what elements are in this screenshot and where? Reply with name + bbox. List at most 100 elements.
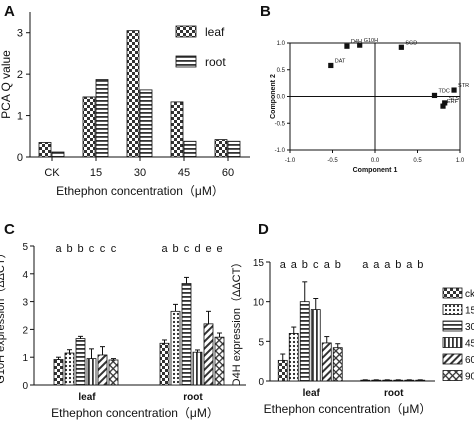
y-tick-label: 10 bbox=[253, 298, 265, 309]
significance-letter: a bbox=[384, 259, 391, 271]
y-tick-label: 2 bbox=[17, 69, 23, 81]
bar-leaf-45 bbox=[170, 101, 184, 158]
x-tick-label: -1.0 bbox=[285, 158, 296, 164]
significance-letter: c bbox=[184, 243, 190, 255]
point-G10H bbox=[357, 42, 363, 48]
significance-letter: e bbox=[205, 243, 211, 255]
bar-root-5 bbox=[415, 379, 426, 382]
point-label-ERF: ERF bbox=[447, 99, 459, 105]
significance-letter: e bbox=[216, 243, 222, 255]
significance-letter: b bbox=[66, 243, 72, 255]
significance-letter: a bbox=[406, 259, 413, 271]
y-tick-label: 4 bbox=[22, 270, 28, 281]
significance-letter: a bbox=[280, 259, 287, 271]
significance-letter: a bbox=[161, 243, 168, 255]
x-tick-label: 60 bbox=[222, 167, 234, 179]
bar-root-3 bbox=[192, 351, 203, 386]
bar-root-4 bbox=[404, 379, 415, 382]
significance-letter: c bbox=[111, 243, 117, 255]
bar-root-45 bbox=[183, 140, 197, 158]
y-tick-label: 3 bbox=[17, 28, 23, 40]
point-ERF bbox=[440, 103, 446, 109]
x-axis-title: Ethephon concentration（μM） bbox=[51, 406, 219, 420]
panel-label-b: B bbox=[260, 3, 271, 20]
y-tick-label: 1 bbox=[17, 111, 23, 123]
significance-letter: b bbox=[395, 259, 401, 271]
bar-leaf-60 bbox=[214, 139, 228, 158]
bar-root-30 bbox=[139, 89, 153, 158]
significance-letter: b bbox=[335, 259, 341, 271]
bar-root-0 bbox=[159, 342, 170, 386]
y-tick-label: 2 bbox=[22, 325, 28, 336]
y-tick-label: 3 bbox=[22, 298, 28, 309]
x-axis-title: Ethephon concentration（μM） bbox=[264, 402, 432, 416]
bar-root-2 bbox=[181, 283, 192, 386]
bar-leaf-5 bbox=[108, 359, 119, 386]
legend-label-root: root bbox=[205, 55, 226, 69]
legend-swatch-root bbox=[175, 55, 197, 68]
bar-root-CK bbox=[51, 151, 65, 158]
point-label-G10H: G10H bbox=[364, 38, 378, 44]
legend-swatch-ck bbox=[442, 287, 463, 299]
y-tick-label: 0 bbox=[258, 377, 264, 388]
point-label-D4H: D4H bbox=[351, 39, 362, 45]
bar-root-0 bbox=[360, 379, 371, 382]
group-label-leaf: leaf bbox=[303, 388, 321, 399]
legend-swatch-60 bbox=[442, 353, 463, 365]
y-tick-label: -0.5 bbox=[275, 121, 286, 127]
point-label-DAT: DAT bbox=[335, 58, 346, 64]
y-tick-label: 0.0 bbox=[277, 95, 286, 101]
significance-letter: c bbox=[89, 243, 95, 255]
bar-leaf-0 bbox=[277, 359, 288, 382]
point-label-TDC: TDC bbox=[439, 88, 450, 94]
significance-letter: a bbox=[362, 259, 369, 271]
y-tick-label: -1.0 bbox=[275, 148, 286, 154]
bar-root-3 bbox=[393, 379, 404, 382]
bar-leaf-3 bbox=[86, 358, 97, 386]
point-SGD bbox=[398, 44, 404, 50]
legend-swatch-leaf bbox=[175, 25, 197, 38]
bar-leaf-1 bbox=[64, 352, 75, 386]
x-tick-label: 30 bbox=[134, 167, 146, 179]
legend-swatch-15 bbox=[442, 304, 463, 315]
y-axis-title: Component 2 bbox=[270, 74, 277, 119]
panel-label-d: D bbox=[258, 221, 269, 238]
point-SLS bbox=[442, 100, 448, 106]
bar-leaf-2 bbox=[299, 301, 310, 382]
y-axis-title: D4H expression（ΔΔCT） bbox=[230, 257, 243, 387]
panel-label-c: C bbox=[4, 221, 15, 238]
bar-leaf-1 bbox=[288, 332, 299, 382]
legend-label-leaf: leaf bbox=[205, 25, 225, 39]
point-label-SGD: SGD bbox=[405, 40, 417, 46]
bar-leaf-4 bbox=[97, 354, 108, 386]
x-tick-label: 15 bbox=[90, 167, 102, 179]
y-axis-title: G10H expression（ΔΔCT） bbox=[0, 247, 7, 383]
y-tick-label: 15 bbox=[253, 258, 265, 269]
significance-letter: a bbox=[324, 259, 331, 271]
x-tick-label: CK bbox=[44, 167, 60, 179]
bar-leaf-4 bbox=[321, 342, 332, 382]
legend-label-60: 60 bbox=[465, 355, 474, 366]
legend-label-ck: ck bbox=[465, 289, 474, 300]
significance-letter: c bbox=[100, 243, 106, 255]
x-tick-label: 45 bbox=[178, 167, 190, 179]
significance-letter: a bbox=[291, 259, 298, 271]
significance-letter: a bbox=[373, 259, 380, 271]
significance-letter: b bbox=[172, 243, 178, 255]
significance-letter: d bbox=[194, 243, 200, 255]
x-tick-label: -0.5 bbox=[327, 158, 338, 164]
group-label-root: root bbox=[384, 388, 404, 399]
panel-a-chart: 0 1 2 3 CK 15 30 45 60 PCA Q value Ethephon concen… bbox=[0, 12, 250, 198]
bar-root-15 bbox=[95, 79, 109, 158]
significance-letter: c bbox=[313, 259, 319, 271]
group-label-root: root bbox=[183, 392, 203, 403]
x-tick-label: 1.0 bbox=[456, 158, 465, 164]
point-DAT bbox=[328, 62, 334, 69]
point-TDC bbox=[431, 92, 438, 99]
significance-letter: a bbox=[55, 243, 62, 255]
legend-swatch-90 bbox=[442, 370, 463, 381]
x-axis-title: Ethephon concentration（μM） bbox=[56, 184, 224, 198]
y-tick-label: 1.0 bbox=[277, 41, 286, 47]
